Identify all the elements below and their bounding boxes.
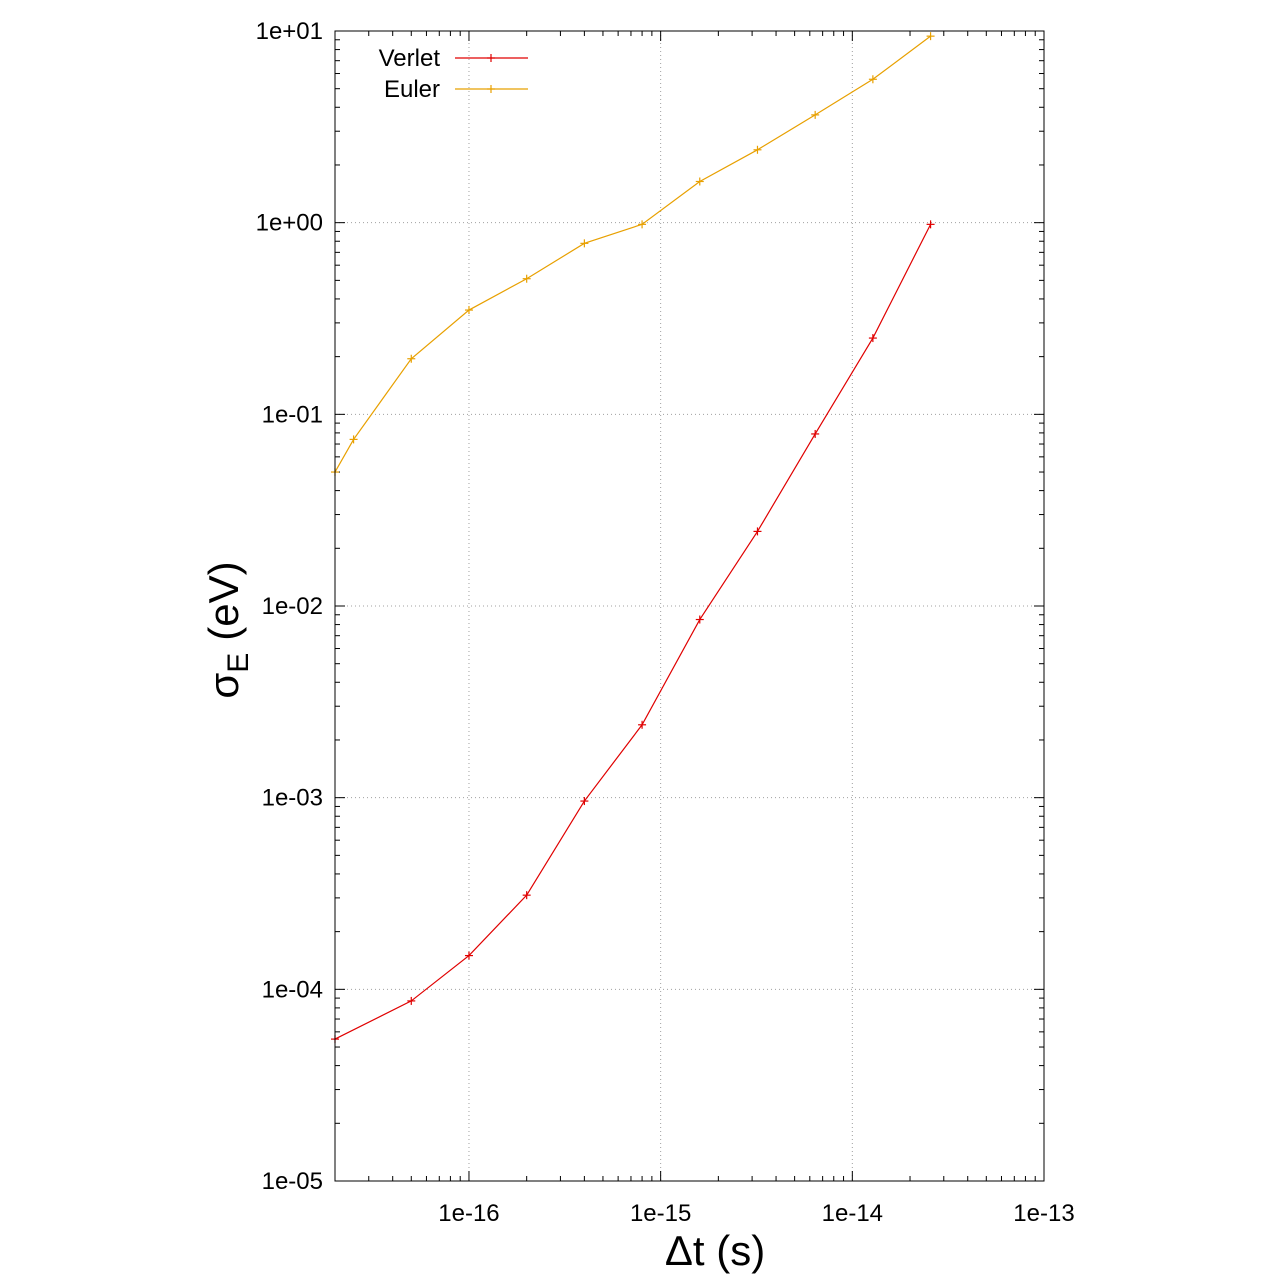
- y-tick-label: 1e-03: [262, 785, 323, 812]
- y-tick-label: 1e-04: [262, 976, 323, 1003]
- y-axis-label: σE (eV): [200, 561, 255, 698]
- y-tick-label: 1e+01: [256, 18, 323, 45]
- grid: [335, 31, 1044, 1181]
- data-point-euler: [753, 145, 762, 154]
- data-point-euler: [407, 354, 416, 363]
- y-axis-label-subscript: E: [222, 653, 255, 673]
- y-tick-label: 1e+00: [256, 210, 323, 237]
- data-point-euler: [868, 75, 877, 84]
- data-point-verlet: [811, 429, 820, 438]
- x-tick-label: 1e-16: [438, 1200, 499, 1227]
- data-point-euler: [638, 220, 647, 229]
- data-point-verlet: [753, 527, 762, 536]
- legend-label-euler: Euler: [384, 76, 440, 103]
- data-point-verlet: [926, 220, 935, 229]
- legend-label-verlet: Verlet: [379, 45, 441, 72]
- data-point-euler: [580, 239, 589, 248]
- legend-marker-verlet: [487, 54, 495, 62]
- y-axis-label-unit: (eV): [200, 561, 247, 640]
- series-line-euler: [334, 35, 931, 473]
- data-point-euler: [926, 32, 935, 41]
- y-tick-label: 1e-02: [262, 593, 323, 620]
- y-tick-label: 1e-01: [262, 401, 323, 428]
- x-tick-label: 1e-14: [822, 1200, 883, 1227]
- tick-labels: 1e-05 1e-04 1e-03 1e-02 1e-01 1e+00 1e+01 1e-16…: [256, 18, 1075, 1227]
- data-point-verlet: [868, 334, 877, 343]
- series-line-verlet: [334, 224, 932, 1040]
- data-point-euler: [811, 110, 820, 119]
- y-tick-label: 1e-05: [262, 1168, 323, 1195]
- data-point-verlet: [407, 996, 416, 1005]
- plot-frame: [334, 30, 1045, 1182]
- data-point-euler: [695, 177, 704, 186]
- data-point-euler: [522, 274, 531, 283]
- data-point-verlet: [695, 615, 704, 624]
- data-point-verlet: [580, 797, 589, 806]
- series-layer: [331, 32, 935, 1044]
- x-axis-label: Δt (s): [665, 1227, 765, 1274]
- x-tick-label: 1e-15: [630, 1200, 691, 1227]
- legend-marker-euler: [487, 85, 495, 93]
- data-point-verlet: [638, 720, 647, 729]
- minor-ticks: [335, 30, 1045, 1182]
- y-axis-label-symbol: σ: [200, 673, 247, 699]
- x-tick-label: 1e-13: [1013, 1200, 1074, 1227]
- data-point-verlet: [522, 891, 531, 900]
- data-point-verlet: [464, 951, 473, 960]
- data-point-euler: [349, 435, 358, 444]
- data-point-euler: [464, 306, 473, 315]
- legend: Verlet Euler: [379, 45, 528, 103]
